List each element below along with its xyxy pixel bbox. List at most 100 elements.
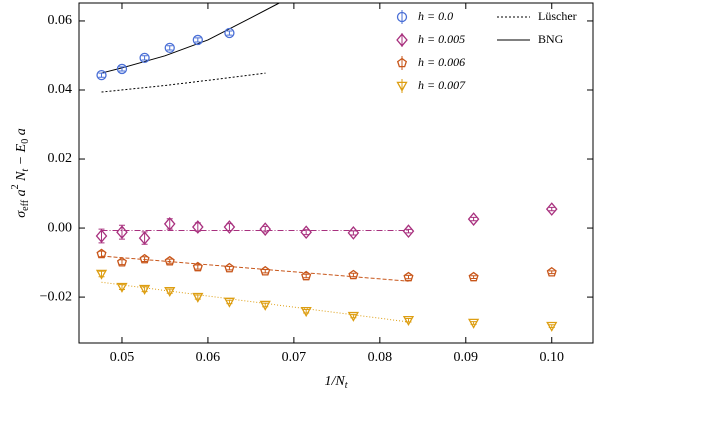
x-axis-label: 1/Nt [324, 374, 347, 391]
marker [468, 271, 479, 282]
error-bar [118, 224, 125, 240]
marker [224, 262, 235, 273]
error-bar [350, 272, 357, 278]
marker [164, 286, 176, 298]
fit-line [101, 2, 280, 74]
marker [163, 217, 176, 231]
error-bar [141, 55, 148, 61]
legend-marker [396, 33, 408, 47]
y-label-part: a [14, 189, 29, 200]
marker [116, 225, 128, 240]
y-label-part: t [20, 169, 31, 172]
error-bar [405, 228, 412, 234]
marker [467, 212, 480, 226]
error-bar [548, 270, 555, 275]
marker [223, 220, 236, 234]
x-label-part: 1/N [324, 374, 345, 389]
x-tick-label: 0.10 [539, 350, 564, 365]
marker [116, 256, 128, 267]
error-bar [118, 284, 125, 290]
marker [546, 266, 557, 277]
y-label-part: eff [20, 199, 31, 211]
error-bar [141, 286, 148, 293]
x-tick-label: 0.09 [454, 350, 479, 365]
legend-marker [396, 11, 408, 23]
error-bar [98, 270, 105, 278]
marker [192, 292, 204, 303]
legend-label: h = 0.0 [418, 9, 453, 23]
error-bar [194, 37, 201, 43]
error-bar [166, 45, 173, 51]
error-bar [98, 72, 105, 78]
y-label-part: − E [14, 143, 29, 168]
fit-line [101, 255, 409, 282]
error-bar [303, 273, 310, 279]
marker [348, 269, 359, 280]
error-bar [118, 259, 125, 266]
marker [138, 231, 151, 245]
marker [347, 226, 360, 240]
marker [301, 270, 312, 281]
marker [347, 311, 359, 322]
y-tick-label: 0.06 [48, 13, 73, 28]
plot-frame [78, 2, 594, 344]
y-axis-label: σeff a2 Nt − E0 a [10, 128, 31, 217]
marker [467, 318, 480, 329]
marker [192, 220, 204, 234]
marker [545, 202, 558, 216]
marker [96, 69, 107, 81]
legend-label: BNG [538, 32, 564, 46]
y-tick-label: 0.02 [48, 151, 73, 166]
error-bar [194, 264, 201, 270]
marker [300, 306, 312, 318]
marker [139, 52, 150, 64]
marker [139, 253, 150, 264]
x-tick-label: 0.08 [368, 350, 393, 365]
error-bar [226, 265, 233, 271]
x-tick-label: 0.05 [110, 350, 135, 365]
marker [164, 42, 175, 54]
marker [300, 225, 312, 240]
y-label-part: a [14, 128, 29, 139]
y-label-part: 2 [10, 184, 21, 189]
y-tick-label: 0.00 [48, 220, 73, 235]
error-bar [98, 228, 105, 244]
marker [402, 224, 415, 239]
marker [223, 297, 236, 308]
marker [259, 300, 271, 311]
marker [260, 265, 271, 276]
marker [95, 229, 108, 243]
error-bar [262, 225, 269, 233]
error-bar [226, 30, 233, 36]
x-tick-label: 0.06 [196, 350, 221, 365]
marker [192, 34, 203, 46]
marker [402, 315, 415, 327]
error-bar [262, 268, 269, 274]
marker [116, 63, 128, 75]
legend-label: h = 0.006 [418, 55, 465, 69]
error-bar [303, 229, 310, 236]
fit-line [101, 72, 266, 93]
error-bar [405, 274, 412, 280]
error-bar [141, 256, 148, 263]
legend-label: h = 0.007 [418, 78, 466, 92]
y-label-part: σ [14, 210, 29, 218]
error-bar [470, 216, 477, 222]
error-bar [548, 206, 555, 212]
error-bar [118, 66, 125, 72]
marker [138, 284, 151, 295]
error-bar [166, 258, 173, 264]
marker [192, 261, 203, 272]
y-tick-label: 0.04 [48, 82, 73, 97]
y-label-part: N [14, 171, 29, 185]
marker [403, 271, 414, 282]
marker [96, 248, 107, 259]
legend-marker [396, 81, 408, 92]
legend-label: h = 0.005 [418, 32, 465, 46]
x-tick-label: 0.07 [282, 350, 307, 365]
legend-label: Lüscher [538, 9, 577, 23]
fit-line [101, 281, 409, 323]
y-label-part: 0 [20, 139, 31, 144]
error-bar [350, 230, 357, 236]
